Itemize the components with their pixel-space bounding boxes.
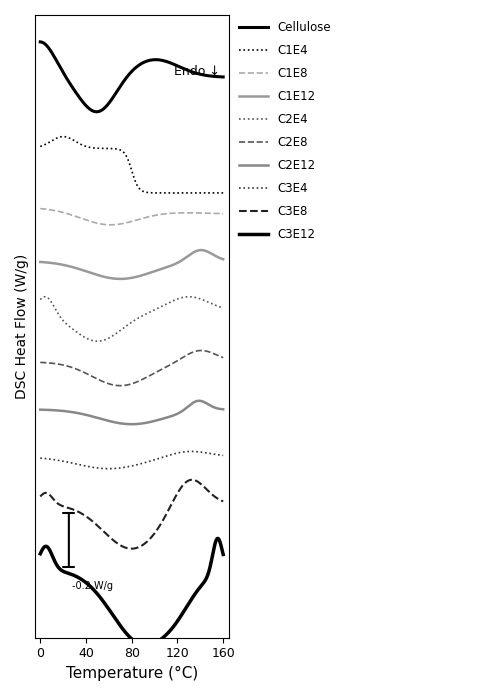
Y-axis label: DSC Heat Flow (W/g): DSC Heat Flow (W/g) — [15, 254, 29, 399]
Text: Endo ↓: Endo ↓ — [174, 65, 220, 78]
Legend: Cellulose, C1E4, C1E8, C1E12, C2E4, C2E8, C2E12, C3E4, C3E8, C3E12: Cellulose, C1E4, C1E8, C1E12, C2E4, C2E8… — [239, 21, 331, 242]
Text: -0.2 W/g: -0.2 W/g — [72, 581, 113, 592]
X-axis label: Temperature (°C): Temperature (°C) — [66, 666, 198, 681]
